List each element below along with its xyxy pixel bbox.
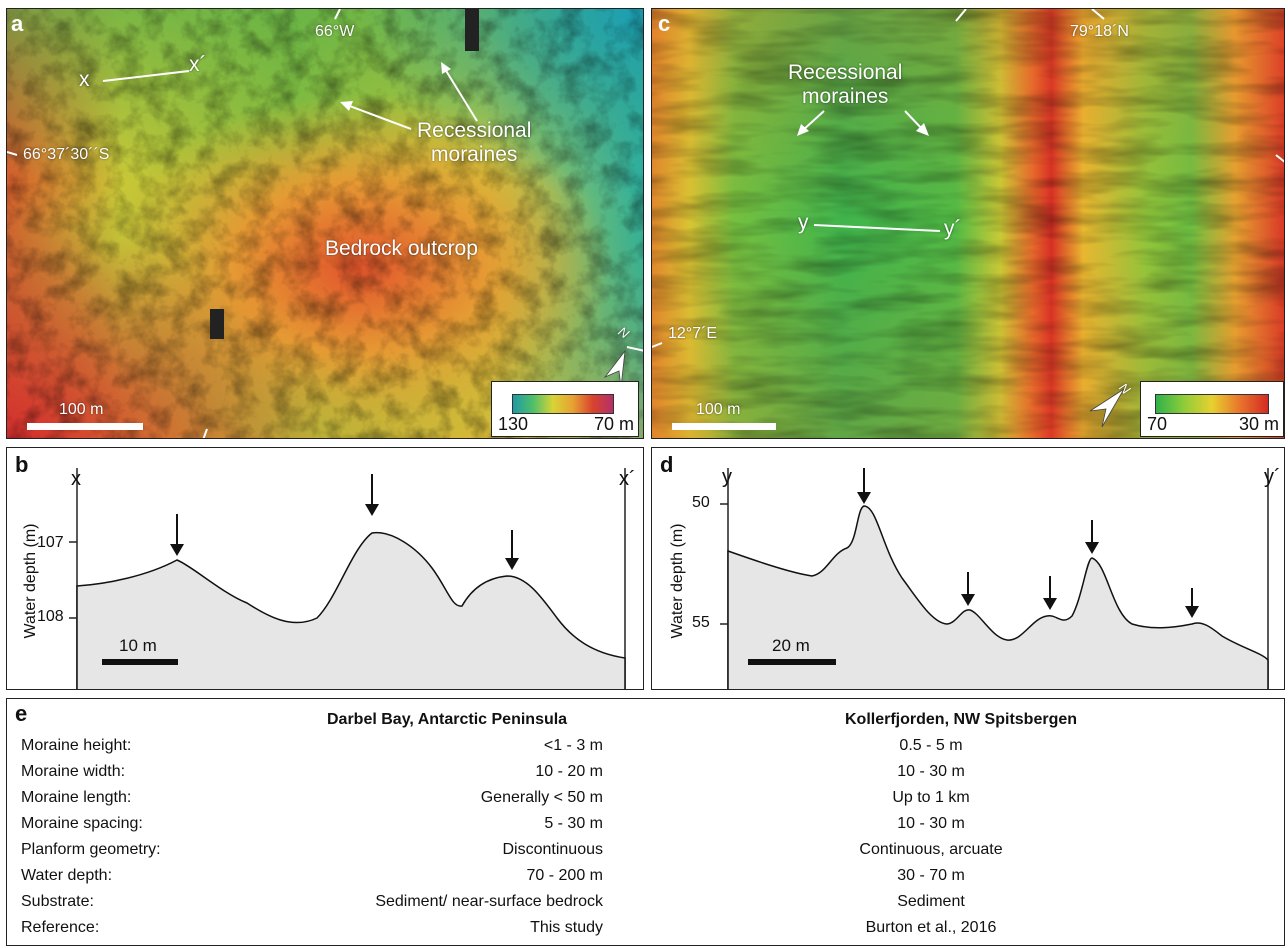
table-cell-darbel-bay: 10 - 20 m [535,763,603,780]
table-row-attribute: Moraine height: [21,737,132,754]
panel-c-label: c [658,11,671,36]
recessional-moraines-annotation: Recessional moraines [788,61,903,108]
depth-profile-y [727,505,1269,689]
north-arrow-icon [1089,388,1125,428]
profile-start-label: y [722,466,732,488]
table-cell-kollerfjorden: 0.5 - 5 m [899,737,963,754]
bathymetry-map-c [652,9,1284,438]
y-tick-top: 107 [37,534,64,551]
panel-e-table: e Darbel Bay, Antarctic Peninsula Koller… [6,698,1285,946]
moraine-crest-arrow [1085,520,1099,554]
table-cell-darbel-bay: 5 - 30 m [544,815,603,832]
panel-a-map: a 66°W 66°37´30´´S x x´ Recessional mora… [6,8,644,439]
table-cell-darbel-bay: Sediment/ near-surface bedrock [375,893,603,910]
longitude-label: 66°W [315,23,355,40]
table-cell-kollerfjorden: Burton et al., 2016 [865,919,997,936]
y-tick-bottom: 55 [692,614,710,631]
legend-colour-ramp [512,394,614,414]
profile-x-start: x [79,68,90,91]
moraine-crest-arrow [170,514,184,556]
scale-bar-label: 20 m [772,636,810,655]
table-row-attribute: Water depth: [21,867,113,884]
profile-y-end: y´ [944,217,962,240]
y-axis-label: Water depth (m) [22,523,39,639]
y-axis-label: Water depth (m) [669,523,686,639]
moraine-crest-arrow [857,468,871,504]
table-row-attribute: Reference: [21,919,100,936]
legend-colour-ramp [1155,394,1269,414]
table-cell-kollerfjorden: 10 - 30 m [897,763,965,780]
table-row-attribute: Substrate: [21,893,94,910]
depth-profile-x [76,532,626,689]
latitude-label: 79°18´N [1070,23,1129,40]
moraine-crest-arrow [1043,576,1057,610]
recessional-moraines-annotation: Recessional moraines [417,119,532,166]
table-row-attribute: Moraine length: [21,789,132,806]
panel-b-profile: b x x´ Water depth (m) 107 108 10 m [6,447,644,690]
panel-d-label: d [660,452,674,477]
y-tick-top: 50 [692,494,710,511]
profile-start-label: x [71,468,81,490]
panel-b-label: b [15,452,29,477]
table-cell-kollerfjorden: Sediment [897,893,965,910]
profile-b-plot [76,468,626,689]
table-row-attribute: Planform geometry: [21,841,161,858]
latitude-label: 66°37´30´´S [23,146,110,163]
scale-bar-label: 10 m [119,636,157,655]
moraine-crest-arrow [1185,588,1199,618]
scale-bar [27,423,143,430]
table-row-attribute: Moraine spacing: [21,815,143,832]
table-cell-kollerfjorden: 10 - 30 m [897,815,965,832]
table-cell-kollerfjorden: Continuous, arcuate [859,841,1003,858]
table-cell-darbel-bay: 70 - 200 m [526,867,603,884]
legend-max-label: 30 m [1238,414,1279,434]
scale-bar-label: 100 m [696,401,741,418]
legend-min-label: 130 [498,414,529,434]
moraine-crest-arrow [505,530,519,570]
profile-x-end: x´ [189,53,207,76]
table-cell-darbel-bay: <1 - 3 m [543,737,603,754]
legend-max-label: 70 m [593,414,634,434]
depth-colour-legend: 130 70 m [491,381,639,437]
scale-bar-label: 100 m [59,401,104,418]
profile-d-plot [720,468,1269,689]
table-cell-darbel-bay: This study [530,919,603,936]
panel-c-map: c 79°18´N 12°7´E y y´ Recessional morain… [651,8,1285,439]
bedrock-outcrop-annotation: Bedrock outcrop [325,237,478,260]
y-axis-ticks [69,541,77,619]
profile-end-label: x´ [619,468,636,490]
table-cell-kollerfjorden: Up to 1 km [892,789,970,806]
depth-colour-legend: 70 30 m [1140,381,1284,437]
longitude-label: 12°7´E [668,325,718,342]
bathymetry-map-a [7,9,643,438]
table-cell-darbel-bay: Generally < 50 m [480,789,603,806]
panel-d-profile: d y y´ Water depth (m) 50 55 20 m [651,447,1285,690]
column-header-darbel-bay: Darbel Bay, Antarctic Peninsula [327,711,568,728]
legend-min-label: 70 [1147,414,1168,434]
north-arrow-icon [603,349,626,388]
table-cell-kollerfjorden: 30 - 70 m [897,867,965,884]
moraine-crest-arrow [961,572,975,606]
column-header-kollerfjorden: Kollerfjorden, NW Spitsbergen [845,711,1078,728]
panel-a-label: a [11,11,24,36]
table-row-attribute: Moraine width: [21,763,126,780]
table-cell-darbel-bay: Discontinuous [502,841,604,858]
scale-bar [672,423,776,430]
y-tick-bottom: 108 [37,608,64,625]
profile-end-label: y´ [1264,466,1281,488]
panel-e-label: e [15,701,28,726]
profile-y-start: y [798,211,809,234]
moraine-crest-arrow [365,474,379,516]
